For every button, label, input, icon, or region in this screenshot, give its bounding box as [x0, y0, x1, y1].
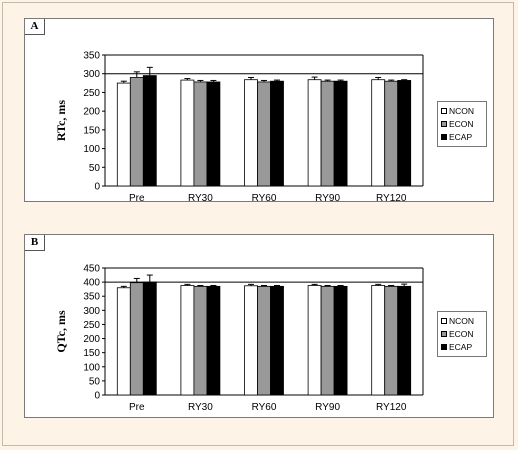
- bar: [142, 281, 157, 396]
- bar: [193, 285, 208, 396]
- y-tick-label: 250: [83, 88, 100, 99]
- legend-b: NCON ECON ECAP: [437, 311, 487, 357]
- y-tick-label: 400: [83, 278, 100, 289]
- y-tick-label: 200: [83, 107, 100, 118]
- y-tick-label: 50: [89, 163, 101, 174]
- legend-swatch: [441, 330, 447, 337]
- bar: [244, 79, 258, 187]
- bar: [129, 77, 144, 187]
- x-tick-label: RY30: [188, 402, 213, 413]
- legend-a: NCON ECON ECAP: [437, 101, 487, 147]
- chart-panel-b: B QTc, ms 0 50 100 150 200 250 300 350 400 450 Pre R…: [24, 234, 494, 418]
- legend-swatch: [441, 133, 447, 140]
- y-tick-label: 0: [94, 391, 100, 402]
- bar: [180, 285, 195, 396]
- chart-panel-a: A RTc, ms 0 50 100 150 200 250 300 350 Pre RY30 RY6…: [24, 18, 494, 203]
- x-tick-label: RY90: [315, 402, 340, 413]
- bar: [307, 285, 322, 396]
- figure-frame: [2, 2, 514, 446]
- y-tick-label: 100: [83, 144, 100, 155]
- legend-label: ECAP: [449, 341, 473, 352]
- chart-b-svg: QTc, ms 0 50 100 150 200 250 300 350 400 450 Pre RY3…: [54, 264, 424, 413]
- bar: [206, 285, 221, 396]
- x-tick-label: RY60: [252, 193, 277, 203]
- bar: [320, 80, 335, 187]
- legend-swatch: [441, 317, 447, 324]
- y-tick-label: 300: [83, 69, 100, 80]
- bar: [129, 282, 144, 396]
- y-tick-label: 350: [83, 292, 100, 303]
- bar: [320, 285, 335, 396]
- legend-swatch: [441, 343, 447, 350]
- legend-label: ECAP: [449, 131, 473, 142]
- bar: [116, 287, 131, 396]
- legend-item: ECAP: [441, 340, 483, 353]
- bar: [384, 80, 399, 187]
- bar: [384, 285, 399, 396]
- legend-item: ECAP: [441, 130, 483, 143]
- legend-item: ECON: [441, 327, 483, 340]
- bar: [270, 285, 284, 396]
- chart-a-svg: RTc, ms 0 50 100 150 200 250 300 350 Pre RY30 RY60 R…: [54, 51, 424, 203]
- bar: [244, 285, 258, 396]
- x-tick-label: RY90: [315, 193, 340, 203]
- bar: [307, 79, 322, 187]
- bar: [371, 285, 386, 396]
- y-tick-label: 450: [83, 264, 100, 275]
- panel-label-b: B: [25, 235, 45, 251]
- bar: [116, 82, 131, 187]
- y-tick-label: 100: [83, 362, 100, 373]
- y-tick-label: 250: [83, 320, 100, 331]
- x-tick-label: RY120: [376, 402, 407, 413]
- bar: [333, 285, 348, 396]
- legend-swatch: [441, 107, 447, 114]
- y-axis-label: RTc, ms: [54, 100, 68, 141]
- bar: [206, 81, 221, 187]
- bar: [180, 79, 195, 187]
- bar: [193, 81, 208, 187]
- legend-swatch: [441, 120, 447, 127]
- bar: [333, 80, 348, 187]
- y-tick-label: 50: [89, 376, 101, 387]
- legend-item: ECON: [441, 117, 483, 130]
- legend-label: ECON: [449, 118, 474, 129]
- y-tick-label: 350: [83, 51, 100, 62]
- y-tick-label: 200: [83, 334, 100, 345]
- panel-label-a: A: [25, 19, 45, 35]
- bar: [257, 81, 271, 187]
- legend-item: NCON: [441, 314, 483, 327]
- y-tick-label: 150: [83, 125, 100, 136]
- y-tick-label: 300: [83, 306, 100, 317]
- y-tick-label: 0: [94, 182, 100, 193]
- legend-label: ECON: [449, 328, 474, 339]
- bar: [270, 80, 284, 187]
- x-tick-label: RY30: [188, 193, 213, 203]
- bar: [371, 79, 386, 187]
- x-tick-label: RY60: [252, 402, 277, 413]
- legend-label: NCON: [449, 315, 475, 326]
- x-tick-label: Pre: [129, 193, 145, 203]
- bar: [397, 80, 412, 187]
- y-axis-label: QTc, ms: [54, 310, 68, 353]
- bar: [142, 75, 157, 187]
- x-tick-label: RY120: [376, 193, 407, 203]
- y-tick-label: 150: [83, 348, 100, 359]
- x-tick-label: Pre: [129, 402, 145, 413]
- bar: [397, 285, 412, 396]
- legend-item: NCON: [441, 104, 483, 117]
- legend-label: NCON: [449, 105, 475, 116]
- bar: [257, 285, 271, 396]
